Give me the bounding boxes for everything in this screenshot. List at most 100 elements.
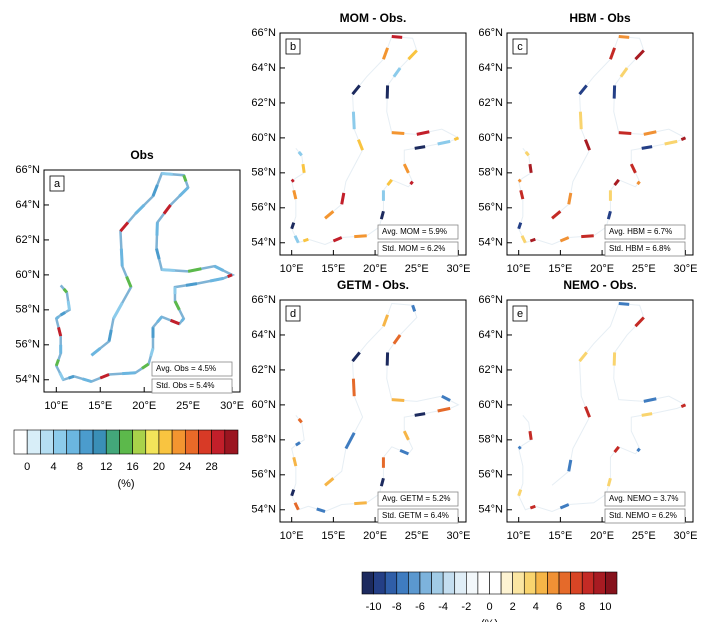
colorbar-swatch: [466, 572, 478, 594]
colorbar-swatch: [172, 430, 185, 454]
colorbar-swatch: [80, 430, 93, 454]
coastal-anomaly: [392, 36, 402, 37]
std-label: Std. NEMO = 6.2%: [609, 511, 677, 520]
coastal-anomaly: [69, 376, 74, 378]
lat-label: 64°N: [15, 199, 40, 211]
coastal-anomaly: [59, 327, 61, 336]
figure: Obsa54°N56°N58°N60°N62°N64°N66°N10°E15°E…: [0, 0, 705, 622]
coastal-anomaly: [303, 239, 308, 241]
coastal-anomaly: [182, 319, 184, 322]
colorbar-swatch: [225, 430, 238, 454]
coastal-anomaly: [381, 478, 383, 486]
panel-title: Obs: [130, 148, 154, 162]
avg-label: Avg. HBM = 6.7%: [609, 227, 672, 236]
lat-label: 54°N: [478, 237, 503, 249]
lat-label: 56°N: [478, 469, 503, 481]
coastal-anomaly: [681, 138, 685, 140]
lat-label: 56°N: [251, 469, 276, 481]
colorbar-swatch: [420, 572, 432, 594]
lat-label: 56°N: [15, 339, 40, 351]
colorbar-tick-label: 0: [486, 601, 492, 613]
coastal-anomaly: [56, 317, 58, 319]
coastal-anomaly: [354, 503, 367, 504]
colorbar-tick-label: 0: [24, 461, 30, 473]
colorbar-swatch: [54, 430, 67, 454]
colorbar-swatch: [443, 572, 455, 594]
coastal-anomaly: [519, 180, 521, 182]
colorbar-swatch: [513, 572, 525, 594]
coastal-anomaly: [519, 223, 521, 229]
lon-label: 20°E: [590, 263, 614, 275]
lat-label: 60°N: [251, 132, 276, 144]
lat-label: 54°N: [251, 504, 276, 516]
colorbar-tick-label: 2: [510, 601, 516, 613]
panel-title: GETM - Obs.: [337, 278, 409, 292]
std-label: Std. MOM = 6.2%: [382, 244, 445, 253]
lat-label: 64°N: [251, 62, 276, 74]
lat-label: 64°N: [478, 62, 503, 74]
lon-label: 30°E: [447, 263, 471, 275]
lat-label: 58°N: [478, 167, 503, 179]
colorbar-tick-label: -2: [461, 601, 471, 613]
colorbar-tick-label: -6: [415, 601, 425, 613]
coastal-anomaly: [381, 211, 383, 219]
panel-label: d: [290, 308, 296, 320]
colorbar-swatch: [582, 572, 594, 594]
lon-label: 20°E: [590, 530, 614, 542]
colorbar-swatch: [594, 572, 606, 594]
coastal-anomaly: [415, 414, 425, 416]
colorbar-swatch: [605, 572, 617, 594]
coastal-anomaly: [580, 112, 581, 129]
lat-label: 62°N: [251, 97, 276, 109]
panel-label: b: [290, 41, 296, 53]
colorbar-tick-label: 8: [77, 461, 83, 473]
coastal-anomaly: [162, 173, 173, 174]
lon-label: 15°E: [88, 400, 112, 412]
colorbar-swatch: [385, 572, 397, 594]
colorbar-swatch: [198, 430, 211, 454]
colorbar-tick-label: 12: [100, 461, 112, 473]
coastal-anomaly: [519, 447, 521, 449]
coastal-anomaly: [354, 236, 367, 237]
lon-label: 25°E: [405, 263, 429, 275]
lon-label: 30°E: [220, 400, 244, 412]
coastal-anomaly: [122, 373, 135, 374]
lat-label: 60°N: [478, 399, 503, 411]
coastal-anomaly: [56, 360, 58, 366]
coastal-anomaly: [184, 175, 186, 181]
panel-label: e: [517, 308, 523, 320]
coastal-anomaly: [454, 138, 458, 140]
colorbar-units: (%): [481, 618, 498, 622]
coastal-anomaly: [642, 147, 652, 149]
colorbar-tick-label: 28: [206, 461, 218, 473]
lon-label: 30°E: [447, 530, 471, 542]
lat-label: 60°N: [251, 399, 276, 411]
coastal-anomaly: [608, 478, 610, 486]
coastal-anomaly: [530, 164, 531, 173]
colorbar-swatch: [93, 430, 106, 454]
coastal-anomaly: [569, 193, 571, 204]
coastal-anomaly: [521, 190, 523, 199]
lat-label: 66°N: [251, 294, 276, 306]
std-label: Std. Obs = 5.4%: [156, 381, 214, 390]
lon-label: 25°E: [632, 263, 656, 275]
coastal-anomaly: [638, 449, 640, 452]
avg-label: Avg. GETM = 5.2%: [382, 494, 451, 503]
lon-label: 20°E: [363, 530, 387, 542]
colorbar-tick-label: 4: [533, 601, 539, 613]
colorbar-swatch: [478, 572, 490, 594]
colorbar-tick-label: -10: [366, 601, 382, 613]
colorbar-swatch: [547, 572, 559, 594]
lat-label: 60°N: [15, 269, 40, 281]
lat-label: 62°N: [15, 234, 40, 246]
lat-label: 66°N: [251, 27, 276, 39]
lon-label: 10°E: [507, 263, 531, 275]
lon-label: 30°E: [674, 530, 698, 542]
lat-label: 58°N: [15, 304, 40, 316]
coastal-anomaly: [530, 239, 535, 241]
std-label: Std. GETM = 6.4%: [382, 511, 449, 520]
coastal-anomaly: [569, 460, 571, 471]
lat-label: 64°N: [251, 329, 276, 341]
lon-label: 15°E: [548, 263, 572, 275]
panel-title: NEMO - Obs.: [563, 278, 636, 292]
